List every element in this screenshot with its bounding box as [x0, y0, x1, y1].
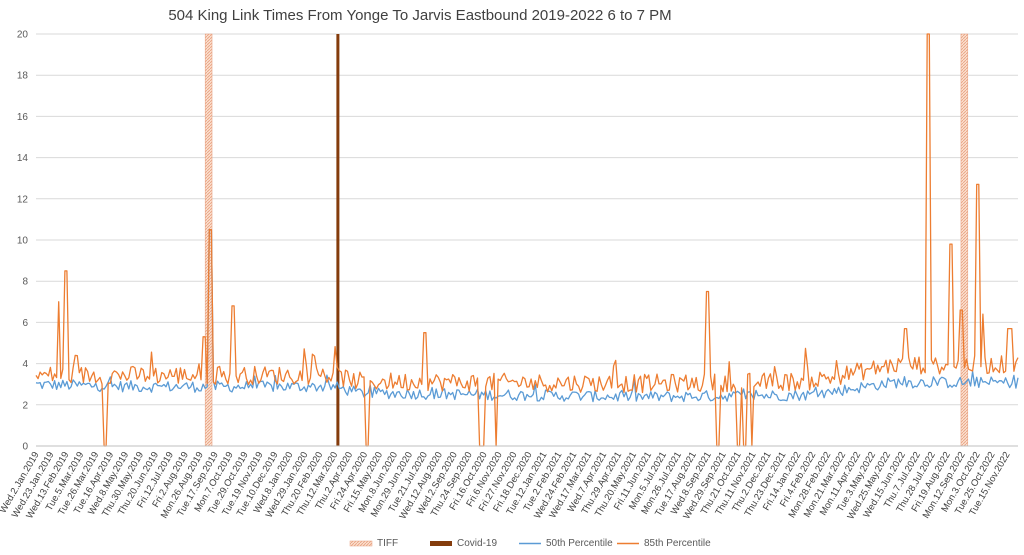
y-tick-label: 2 — [22, 400, 28, 411]
legend-swatch-tiff — [349, 540, 373, 547]
y-tick-label: 20 — [17, 30, 29, 41]
covid-marker — [336, 34, 340, 446]
y-tick-label: 8 — [22, 277, 28, 288]
chart-title: 504 King Link Times From Yonge To Jarvis… — [168, 7, 671, 24]
legend: TIFF Covid-19 50th Percentile 85th Percenti… — [349, 538, 711, 549]
gridlines — [36, 33, 1018, 447]
y-tick-label: 16 — [17, 112, 29, 123]
axes: 02468101214161820Wed.2.Jan.2019Wed.23.Ja… — [0, 30, 1018, 522]
legend-swatch-covid — [430, 541, 452, 546]
series-85th-percentile — [35, 33, 1019, 447]
y-tick-label: 18 — [17, 71, 29, 82]
legend-label: TIFF — [377, 538, 398, 549]
y-tick-label: 4 — [22, 359, 28, 370]
legend-label: 50th Percentile — [546, 538, 613, 549]
y-tick-label: 14 — [17, 153, 29, 164]
y-tick-label: 6 — [22, 318, 28, 329]
y-tick-label: 10 — [17, 236, 29, 247]
series-50th-percentile — [35, 229, 1019, 403]
y-tick-label: 12 — [17, 194, 29, 205]
legend-label: 85th Percentile — [644, 538, 711, 549]
legend-label: Covid-19 — [457, 538, 497, 549]
series-lines — [35, 33, 1019, 447]
y-tick-label: 0 — [22, 442, 28, 453]
